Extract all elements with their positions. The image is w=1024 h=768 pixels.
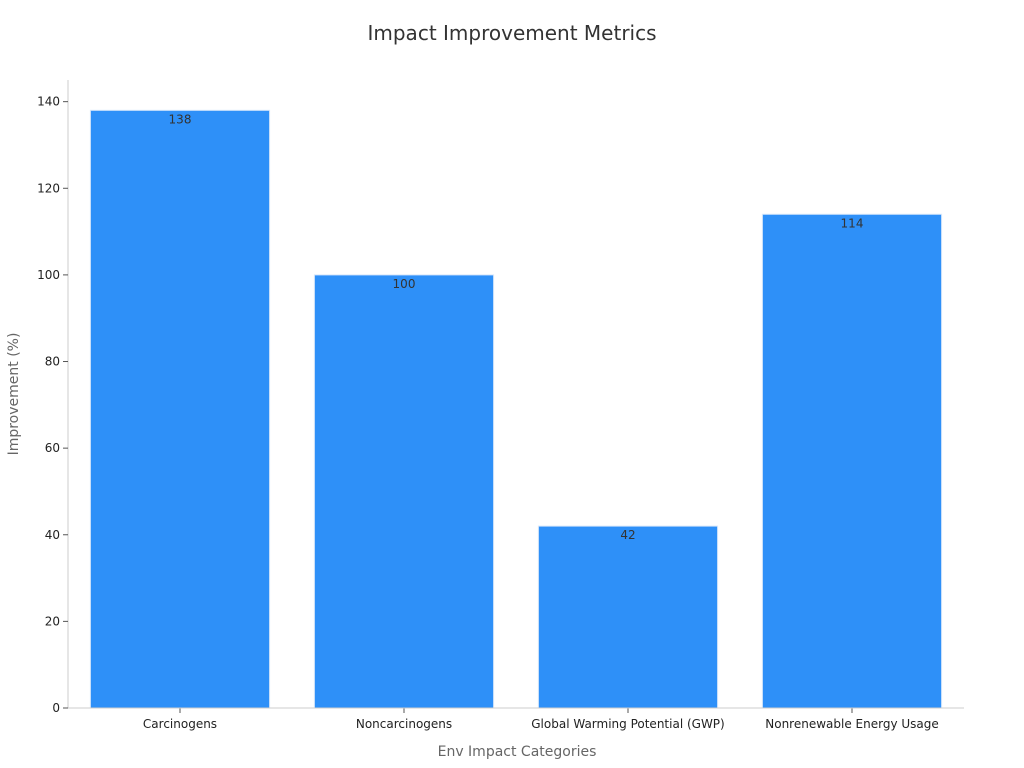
bar-3 <box>761 213 943 709</box>
x-tick-label-1: Noncarcinogens <box>356 717 452 731</box>
y-tick-label-1: 20 <box>45 614 60 628</box>
bar-1 <box>313 274 495 709</box>
bar-2 <box>537 525 719 709</box>
bar-value-label-1: 100 <box>393 277 416 291</box>
bar-value-label-3: 114 <box>841 216 864 230</box>
chart-title: Impact Improvement Metrics <box>367 21 656 45</box>
y-tick-label-7: 140 <box>37 95 60 109</box>
bars-group: 138 100 42 114 <box>89 109 943 709</box>
x-tick-label-3: Nonrenewable Energy Usage <box>765 717 939 731</box>
x-axis: Carcinogens Noncarcinogens Global Warming … <box>68 707 964 731</box>
bar-0 <box>89 109 271 709</box>
y-tick-label-6: 120 <box>37 181 60 195</box>
y-axis: 0 20 40 60 80 100 120 140 <box>37 80 69 715</box>
y-tick-label-0: 0 <box>52 701 60 715</box>
bar-value-label-0: 138 <box>169 112 192 126</box>
x-axis-label: Env Impact Categories <box>438 744 597 760</box>
y-tick-label-4: 80 <box>45 355 60 369</box>
y-axis-label: Improvement (%) <box>6 333 22 456</box>
bar-value-label-2: 42 <box>620 528 635 542</box>
y-tick-label-3: 60 <box>45 441 60 455</box>
x-tick-label-2: Global Warming Potential (GWP) <box>531 717 724 731</box>
y-tick-label-5: 100 <box>37 268 60 282</box>
x-tick-label-0: Carcinogens <box>143 717 217 731</box>
y-tick-label-2: 40 <box>45 528 60 542</box>
